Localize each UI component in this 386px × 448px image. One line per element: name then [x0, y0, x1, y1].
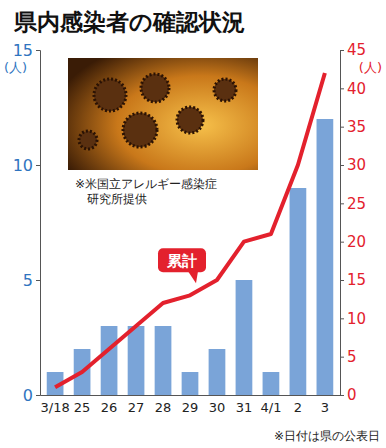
bar: [317, 119, 334, 395]
y2-tick-mark: [340, 127, 344, 128]
photo: [68, 58, 258, 170]
title: 県内感染者の確認状況: [13, 9, 245, 35]
y2-tick-label: 25: [347, 195, 366, 213]
bar: [182, 372, 199, 395]
y2-tick-mark: [340, 50, 344, 51]
y-tick-label: 5: [23, 271, 33, 290]
y-tick-mark: [36, 395, 40, 396]
y-tick-label: 15: [13, 41, 33, 60]
bar: [101, 326, 118, 395]
y-tick: 15: [13, 41, 40, 60]
y2-tick-label: 40: [347, 80, 366, 98]
bar: [236, 280, 253, 395]
y2-tick-label: 5: [347, 348, 357, 366]
bar: [128, 326, 145, 395]
x-tick-label: 28: [155, 400, 172, 415]
x-tick: 29: [182, 395, 199, 415]
x-tick: 31: [236, 395, 253, 415]
y2-tick-mark: [340, 395, 344, 396]
virus-particle: [79, 131, 97, 149]
y2-tick-mark: [340, 357, 344, 358]
y2-axis-unit: (人): [359, 60, 382, 75]
virus-particle: [141, 74, 169, 102]
series-label: 累計: [158, 248, 206, 283]
y2-tick-label: 15: [347, 271, 366, 289]
bar: [209, 349, 226, 395]
bar: [155, 326, 172, 395]
y2-tick-mark: [340, 280, 344, 281]
x-axis: 3/18 25 26 27 28 29 30 31 4/1 2 3: [41, 395, 341, 415]
y2-tick: 10: [340, 310, 366, 328]
y-axis: 0 5 10 15: [13, 41, 41, 405]
series-label-pointer: [188, 271, 198, 283]
y-axis-unit: (人): [4, 60, 27, 75]
virus-particle: [123, 113, 157, 147]
footnote: ※日付は県の公表日: [274, 429, 380, 443]
y2-tick: 35: [340, 118, 366, 136]
virus-particle: [214, 79, 236, 101]
y2-tick: 25: [340, 195, 366, 213]
y2-tick: 45: [340, 41, 366, 59]
y2-axis: 0 5 10 15 20 25 30 35 40 45: [340, 41, 366, 404]
x-tick: 4/1: [260, 395, 281, 415]
plot-area: [47, 73, 334, 395]
y-tick: 10: [13, 156, 40, 175]
x-tick: 26: [101, 395, 118, 415]
x-tick-label: 4/1: [260, 400, 281, 415]
y2-axis-line: [341, 51, 345, 396]
x-tick-label: 25: [74, 400, 91, 415]
x-axis-line: [41, 395, 341, 396]
y-tick-mark: [36, 280, 40, 281]
bar: [290, 188, 307, 395]
virus-particle: [177, 107, 203, 133]
y2-tick-label: 45: [347, 41, 366, 59]
x-tick: 28: [155, 395, 172, 415]
cumulative-line: [55, 73, 325, 387]
y2-tick-label: 30: [347, 156, 366, 174]
y2-tick-label: 20: [347, 233, 366, 251]
y2-tick: 0: [340, 386, 357, 404]
x-tick-label: 3: [321, 400, 329, 415]
x-tick-label: 29: [182, 400, 199, 415]
y2-tick-mark: [340, 242, 344, 243]
y2-tick: 40: [340, 80, 366, 98]
x-tick-label: 26: [101, 400, 118, 415]
y-axis-line: [36, 51, 41, 396]
y2-tick: 15: [340, 271, 366, 289]
y2-tick-label: 0: [347, 386, 357, 404]
y-tick-mark: [36, 165, 40, 166]
y-tick-label: 10: [13, 156, 33, 175]
x-tick-label: 3/18: [41, 400, 70, 415]
y2-tick-mark: [340, 318, 344, 319]
x-tick: 30: [209, 395, 226, 415]
series-label-text: 累計: [166, 252, 197, 270]
y2-tick: 20: [340, 233, 366, 251]
x-tick: 3: [321, 395, 329, 415]
y-tick: 5: [23, 271, 40, 290]
x-tick: 3/18: [41, 395, 70, 415]
y2-tick: 5: [340, 348, 357, 366]
x-tick-label: 27: [128, 400, 145, 415]
x-tick: 2: [294, 395, 302, 415]
y2-tick: 30: [340, 156, 366, 174]
series-label-box: [158, 248, 206, 272]
y2-tick-label: 10: [347, 310, 366, 328]
y2-tick-mark: [340, 165, 344, 166]
y-tick: 0: [23, 386, 40, 405]
x-tick-label: 2: [294, 400, 302, 415]
x-tick: 27: [128, 395, 145, 415]
bar: [263, 372, 280, 395]
photo-credit: ※米国立アレルギー感染症研究所提供: [75, 177, 217, 206]
y-tick-mark: [36, 50, 40, 51]
y2-tick-mark: [340, 203, 344, 204]
virus-particle: [94, 79, 126, 111]
y2-tick-mark: [340, 88, 344, 89]
x-tick-label: 30: [209, 400, 226, 415]
y-tick-label: 0: [23, 386, 33, 405]
photo-background: [68, 58, 258, 170]
y2-tick-label: 35: [347, 118, 366, 136]
x-tick-label: 31: [236, 400, 253, 415]
x-tick: 25: [74, 395, 91, 415]
